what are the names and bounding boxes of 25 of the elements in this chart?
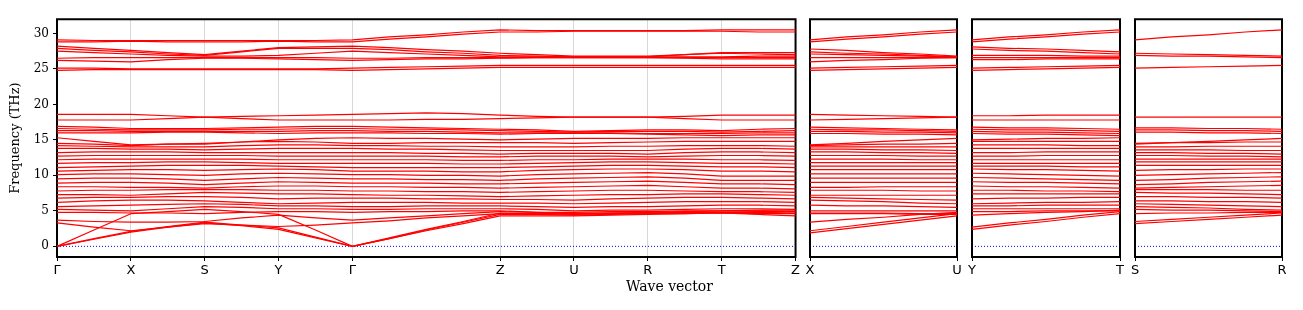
x-tick-label: Γ (53, 262, 62, 278)
y-axis-title: Frequency (THz) (7, 82, 23, 194)
x-tick-label: X (126, 262, 136, 278)
x-tick-label: T (716, 262, 726, 278)
x-tick-label: X (805, 262, 815, 278)
x-tick-label: Y (967, 262, 977, 278)
x-axis-title: Wave vector (626, 278, 713, 294)
y-tick-label: 20 (33, 96, 49, 111)
x-tick-label: Z (495, 262, 505, 278)
x-tick-label: R (643, 262, 653, 278)
x-tick-label: U (952, 262, 962, 278)
y-tick-label: 25 (33, 61, 49, 76)
x-tick-label: S (200, 262, 209, 278)
x-tick-label: Z (791, 262, 801, 278)
y-tick-label: 15 (33, 132, 49, 146)
y-tick-label: 5 (41, 202, 49, 217)
x-tick-label: Γ (348, 262, 357, 278)
y-tick-label: 0 (41, 238, 49, 253)
y-tick-label: 30 (33, 25, 49, 40)
x-tick-label: U (569, 262, 579, 278)
y-tick-label: 10 (33, 167, 49, 182)
x-tick-label: T (1115, 262, 1125, 278)
x-tick-label: R (1277, 262, 1287, 278)
x-tick-label: S (1130, 262, 1140, 278)
x-tick-label: Y (273, 262, 283, 278)
